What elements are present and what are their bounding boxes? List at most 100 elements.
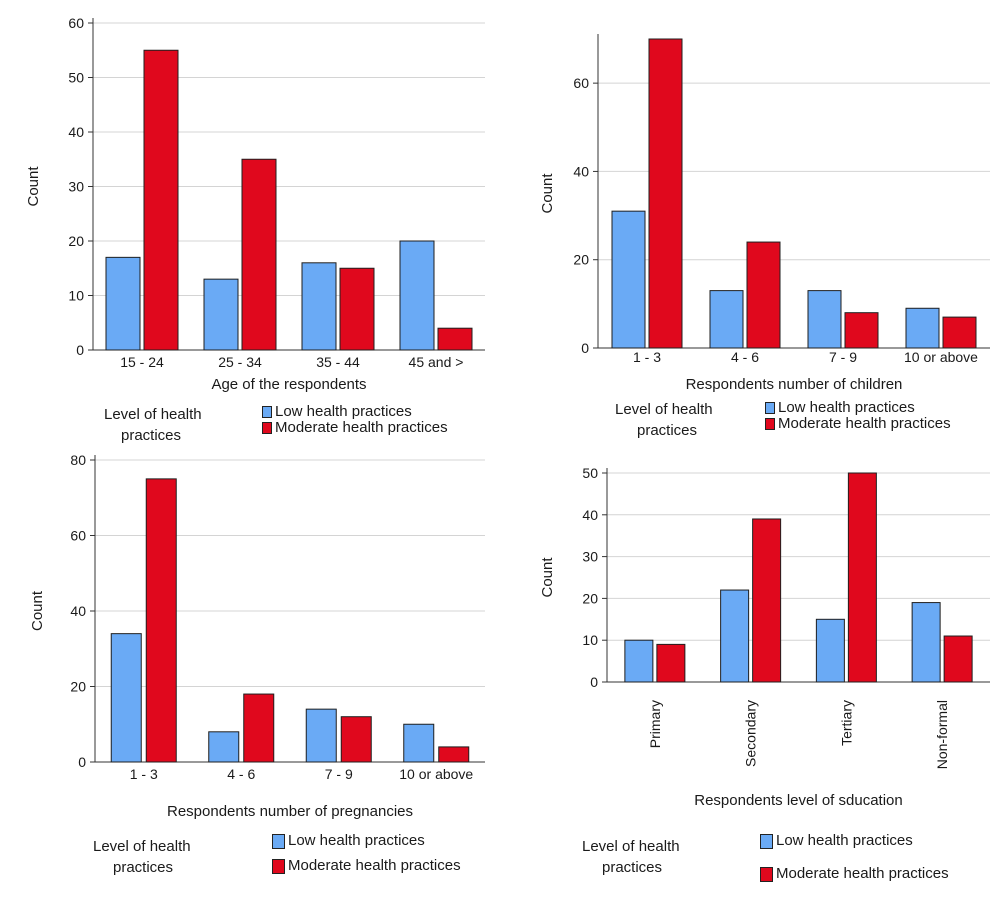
children-ytick-label: 40 bbox=[573, 163, 589, 179]
legend-3-low-swatch bbox=[272, 833, 285, 849]
chart-age: 0 10 20 30 40 50 60 15 - 24 25 - 34 35 - 44 45 and… bbox=[0, 0, 500, 400]
legend-1-title: Level of health practices bbox=[104, 404, 202, 446]
legend-3-title: Level of health practices bbox=[93, 836, 191, 878]
legend-2-moderate-swatch bbox=[765, 418, 775, 430]
legend-1-moderate: Moderate health practices bbox=[262, 419, 448, 437]
legend-4-low-swatch bbox=[760, 833, 773, 849]
age-ytick-label: 60 bbox=[68, 15, 84, 31]
age-bar-low bbox=[301, 262, 337, 351]
education-bar-moderate bbox=[847, 472, 877, 683]
education-bar-moderate bbox=[943, 635, 973, 683]
age-ytick-label: 40 bbox=[68, 124, 84, 140]
legend-3-low-label: Low health practices bbox=[288, 832, 425, 849]
children-y-axis-title: Count bbox=[539, 173, 556, 214]
pregnancies-bar-low bbox=[403, 723, 435, 763]
legend-3-low: Low health practices bbox=[272, 832, 425, 850]
children-bar-low bbox=[905, 307, 940, 349]
education-xtick-label: Primary bbox=[647, 700, 663, 748]
education-ytick-label: 20 bbox=[582, 590, 598, 606]
legend-2-title-line1: Level of health bbox=[615, 401, 713, 418]
children-ytick-label: 60 bbox=[573, 75, 589, 91]
children-bar-moderate bbox=[942, 316, 977, 349]
age-bar-low bbox=[399, 240, 435, 351]
age-bar-moderate bbox=[241, 158, 277, 351]
pregnancies-xtick-label: 10 or above bbox=[399, 766, 473, 782]
children-xtick-label: 7 - 9 bbox=[829, 349, 857, 365]
chart-pregnancies-svg: 0 20 40 60 80 1 - 3 4 - 6 7 - 9 10 or above Respo… bbox=[29, 452, 485, 820]
pregnancies-bar-moderate bbox=[145, 478, 177, 763]
legend-4-title-line2: practices bbox=[602, 859, 663, 876]
chart-pregnancies: 0 20 40 60 80 1 - 3 4 - 6 7 - 9 10 or above Respo… bbox=[0, 445, 500, 825]
legend-2-low-swatch bbox=[765, 402, 775, 414]
pregnancies-y-axis-title: Count bbox=[29, 590, 46, 631]
legend-3-title-line1: Level of health bbox=[93, 838, 191, 855]
pregnancies-bar-low bbox=[305, 708, 337, 763]
legend-1-low-swatch bbox=[262, 406, 272, 418]
chart-education: 0 10 20 30 40 50 Primary Secondary Tertiary Non-f… bbox=[500, 445, 1000, 825]
pregnancies-ytick-label: 60 bbox=[70, 528, 86, 544]
education-ytick-label: 10 bbox=[582, 632, 598, 648]
children-bar-moderate bbox=[648, 38, 683, 349]
children-bar-low bbox=[709, 290, 744, 349]
legend-4-low-label: Low health practices bbox=[776, 832, 913, 849]
legend-3-moderate: Moderate health practices bbox=[272, 857, 461, 875]
legend-4-low: Low health practices bbox=[760, 832, 913, 850]
education-xtick-label: Secondary bbox=[743, 700, 759, 767]
children-ytick-label: 0 bbox=[581, 340, 589, 356]
pregnancies-ytick-label: 80 bbox=[70, 452, 86, 468]
education-bar-low bbox=[911, 602, 941, 683]
pregnancies-bar-moderate bbox=[340, 716, 372, 763]
children-xtick-label: 1 - 3 bbox=[633, 349, 661, 365]
legend-4-moderate: Moderate health practices bbox=[760, 865, 949, 883]
age-xtick-label: 35 - 44 bbox=[316, 354, 360, 370]
pregnancies-ytick-label: 40 bbox=[70, 603, 86, 619]
pregnancies-xtick-label: 4 - 6 bbox=[227, 766, 255, 782]
education-ytick-label: 50 bbox=[582, 465, 598, 481]
age-xtick-label: 45 and > bbox=[409, 354, 464, 370]
pregnancies-bar-low bbox=[110, 633, 142, 763]
age-ytick-label: 50 bbox=[68, 70, 84, 86]
legend-4-title: Level of health practices bbox=[582, 836, 680, 878]
legend-3-title-line2: practices bbox=[113, 859, 174, 876]
education-ytick-label: 30 bbox=[582, 549, 598, 565]
legend-4-moderate-swatch bbox=[760, 866, 773, 882]
education-xtick-label: Non-formal bbox=[934, 700, 950, 769]
legend-3-moderate-swatch bbox=[272, 858, 285, 874]
age-ytick-label: 0 bbox=[76, 342, 84, 358]
age-xtick-label: 15 - 24 bbox=[120, 354, 164, 370]
age-xtick-label: 25 - 34 bbox=[218, 354, 262, 370]
legend-2-title: Level of health practices bbox=[615, 399, 713, 441]
legend-4-title-line1: Level of health bbox=[582, 838, 680, 855]
legend-2-moderate-label: Moderate health practices bbox=[778, 415, 951, 432]
chart-age-svg: 0 10 20 30 40 50 60 15 - 24 25 - 34 35 - 44 45 and… bbox=[25, 15, 485, 393]
education-xtick-label: Tertiary bbox=[838, 700, 854, 746]
legend-1-moderate-label: Moderate health practices bbox=[275, 419, 448, 436]
age-bar-low bbox=[203, 278, 239, 351]
legend-2-title-line2: practices bbox=[637, 422, 698, 439]
age-bar-low bbox=[105, 256, 141, 351]
pregnancies-bar-moderate bbox=[243, 693, 275, 763]
education-y-axis-title: Count bbox=[539, 557, 556, 598]
legend-1-low: Low health practices bbox=[262, 403, 412, 421]
age-bar-moderate bbox=[143, 49, 179, 351]
education-x-axis-title: Respondents level of sducation bbox=[694, 792, 902, 809]
age-bar-moderate bbox=[437, 327, 473, 351]
children-bar-low bbox=[611, 210, 646, 349]
pregnancies-xtick-label: 1 - 3 bbox=[130, 766, 158, 782]
children-bar-moderate bbox=[844, 312, 879, 349]
children-ytick-label: 20 bbox=[573, 252, 589, 268]
pregnancies-x-axis-title: Respondents number of pregnancies bbox=[167, 803, 413, 820]
children-xtick-label: 4 - 6 bbox=[731, 349, 759, 365]
chart-education-svg: 0 10 20 30 40 50 Primary Secondary Tertiary Non-f… bbox=[539, 465, 990, 809]
legend-1-moderate-swatch bbox=[262, 422, 272, 434]
education-bar-low bbox=[624, 639, 654, 683]
children-bar-moderate bbox=[746, 241, 781, 349]
education-bar-low bbox=[815, 618, 845, 683]
legend-4-moderate-label: Moderate health practices bbox=[776, 865, 949, 882]
education-ytick-label: 0 bbox=[590, 674, 598, 690]
age-x-axis-title: Age of the respondents bbox=[211, 376, 366, 393]
pregnancies-ytick-label: 0 bbox=[78, 754, 86, 770]
pregnancies-bar-moderate bbox=[438, 746, 470, 763]
legend-1-title-line1: Level of health bbox=[104, 406, 202, 423]
age-y-axis-title: Count bbox=[25, 166, 42, 207]
